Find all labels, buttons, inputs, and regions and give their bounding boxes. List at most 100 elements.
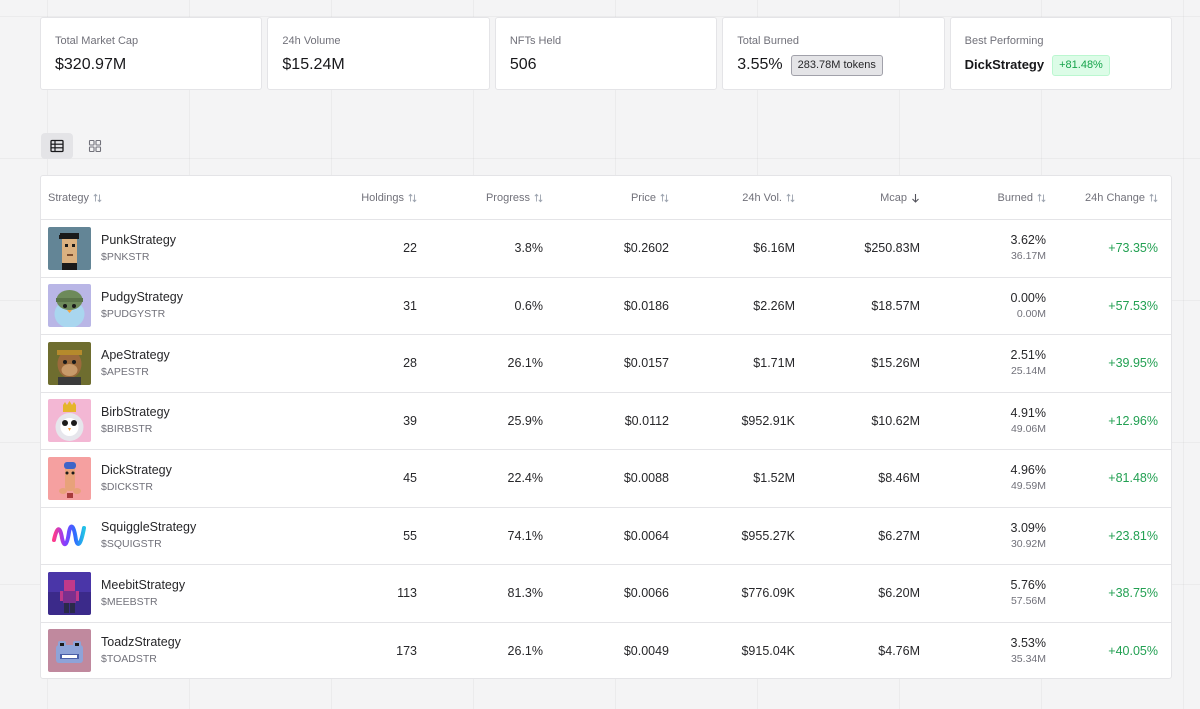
sort-icon	[1037, 193, 1046, 203]
cell-burned: 3.53% 35.34M	[920, 636, 1046, 666]
burned-amount: 36.17M	[1010, 250, 1046, 263]
column-header-progress[interactable]: Progress	[417, 192, 543, 204]
cell-price: $0.0112	[543, 414, 669, 428]
cell-burned: 3.09% 30.92M	[920, 521, 1046, 551]
mcap-value: $8.46M	[878, 471, 920, 486]
sort-desc-icon	[911, 193, 920, 203]
holdings-value: 55	[403, 528, 417, 543]
table-row[interactable]: PunkStrategy $PNKSTR 22 3.8% $0.2602 $6.16M $2…	[41, 219, 1171, 277]
stat-label: Total Market Cap	[55, 35, 139, 47]
strategy-ticker: $BIRBSTR	[101, 423, 153, 436]
change-value: +38.75%	[1108, 586, 1158, 601]
cell-vol: $915.04K	[669, 644, 795, 658]
cell-change: +40.05%	[1046, 644, 1158, 658]
column-header-label: 24h Change	[1085, 191, 1145, 204]
price-value: $0.0088	[623, 471, 669, 486]
cell-price: $0.2602	[543, 241, 669, 255]
burned-amount: 30.92M	[1010, 537, 1046, 550]
cell-price: $0.0088	[543, 471, 669, 485]
price-value: $0.0049	[623, 643, 669, 658]
change-value: +23.81%	[1108, 528, 1158, 543]
stat-total-burned: Total Burned 3.55% 283.78M tokens	[722, 17, 945, 90]
table-row[interactable]: SquiggleStrategy $SQUIGSTR 55 74.1% $0.0064 $…	[41, 506, 1171, 565]
column-header-vol[interactable]: 24h Vol.	[669, 192, 795, 204]
cell-progress: 25.9%	[417, 414, 543, 428]
mcap-value: $15.26M	[871, 356, 920, 371]
strategy-ticker: $SQUIGSTR	[101, 538, 162, 551]
table-row[interactable]: BirbStrategy $BIRBSTR 39 25.9% $0.0112 $952.9…	[41, 391, 1171, 450]
cell-progress: 81.3%	[417, 586, 543, 600]
cell-vol: $952.91K	[669, 414, 795, 428]
cell-vol: $1.52M	[669, 471, 795, 485]
strategy-ticker: $APESTR	[101, 365, 149, 378]
column-header-price[interactable]: Price	[543, 192, 669, 204]
toadz-avatar-icon	[48, 629, 91, 673]
mcap-value: $4.76M	[878, 643, 920, 658]
table-row[interactable]: ApeStrategy $APESTR 28 26.1% $0.0157 $1.71M $1…	[41, 334, 1171, 392]
column-header-strategy[interactable]: Strategy	[41, 192, 291, 204]
progress-value: 81.3%	[507, 586, 543, 601]
table-view-button[interactable]	[41, 133, 73, 159]
ape-avatar-icon	[48, 341, 91, 385]
grid-view-button[interactable]	[79, 133, 111, 159]
cell-holdings: 31	[291, 299, 417, 313]
stat-label: Total Burned	[737, 35, 799, 47]
change-value: +40.05%	[1108, 643, 1158, 658]
column-header-holdings[interactable]: Holdings	[291, 192, 417, 204]
table-row[interactable]: ToadzStrategy $TOADSTR 173 26.1% $0.0049 $915…	[41, 621, 1171, 679]
burned-amount: 49.06M	[1010, 422, 1046, 435]
strategy-name: SquiggleStrategy	[101, 520, 197, 535]
cell-burned: 5.76% 57.56M	[920, 578, 1046, 608]
table-row[interactable]: MeebitStrategy $MEEBSTR 113 81.3% $0.0066 $77…	[41, 564, 1171, 622]
cell-vol: $776.09K	[669, 586, 795, 600]
stat-value: 3.55%	[737, 56, 783, 73]
change-value: +73.35%	[1108, 241, 1158, 256]
best-strategy-name[interactable]: DickStrategy	[964, 57, 1045, 72]
vol-value: $952.91K	[741, 413, 795, 428]
column-header-label: Mcap	[880, 191, 907, 204]
grid-icon	[88, 139, 102, 153]
progress-value: 26.1%	[507, 643, 543, 658]
progress-value: 25.9%	[507, 413, 543, 428]
cell-mcap: $15.26M	[795, 356, 920, 370]
cell-mcap: $250.83M	[795, 241, 920, 255]
burned-amount: 57.56M	[1010, 595, 1046, 608]
table-row[interactable]: DickStrategy $DICKSTR 45 22.4% $0.0088 $1.52M…	[41, 449, 1171, 507]
cell-strategy: PunkStrategy $PNKSTR	[41, 226, 291, 270]
price-value: $0.0112	[624, 413, 669, 428]
cell-burned: 0.00% 0.00M	[920, 291, 1046, 321]
stat-nfts-held: NFTs Held 506	[494, 17, 718, 90]
burned-amount: 49.59M	[1010, 480, 1046, 493]
holdings-value: 113	[397, 586, 417, 601]
burned-percent: 3.62%	[1010, 233, 1046, 248]
column-header-mcap[interactable]: Mcap	[795, 192, 920, 204]
cell-mcap: $18.57M	[795, 299, 920, 313]
cell-burned: 3.62% 36.17M	[920, 233, 1046, 263]
price-value: $0.0066	[623, 586, 669, 601]
column-header-change[interactable]: 24h Change	[1046, 192, 1158, 204]
holdings-value: 28	[403, 356, 417, 371]
cell-change: +23.81%	[1046, 529, 1158, 543]
burned-amount: 35.34M	[1010, 652, 1046, 665]
stat-label: 24h Volume	[282, 35, 341, 47]
cell-strategy: ApeStrategy $APESTR	[41, 341, 291, 385]
cell-holdings: 39	[291, 414, 417, 428]
mcap-value: $250.83M	[864, 241, 920, 256]
table-row[interactable]: PudgyStrategy $PUDGYSTR 31 0.6% $0.0186 $2.26…	[41, 276, 1171, 335]
change-value: +57.53%	[1108, 298, 1158, 313]
stat-24h-volume: 24h Volume $15.24M	[267, 17, 490, 90]
change-value: +39.95%	[1108, 356, 1158, 371]
vol-value: $1.71M	[753, 356, 795, 371]
sort-icon	[534, 193, 543, 203]
strategy-name: MeebitStrategy	[101, 577, 186, 592]
table-body: PunkStrategy $PNKSTR 22 3.8% $0.2602 $6.16M $2…	[41, 219, 1171, 679]
cell-price: $0.0157	[543, 356, 669, 370]
strategy-name: ToadzStrategy	[101, 635, 181, 650]
column-header-burned[interactable]: Burned	[920, 192, 1046, 204]
cell-change: +57.53%	[1046, 299, 1158, 313]
vol-value: $915.04K	[741, 643, 795, 658]
burned-percent: 3.09%	[1010, 520, 1046, 535]
strategy-ticker: $TOADSTR	[101, 653, 157, 666]
strategies-table: Strategy Holdings Progress Price 24h Vol. Mca…	[40, 175, 1172, 679]
column-header-label: Strategy	[48, 191, 89, 204]
